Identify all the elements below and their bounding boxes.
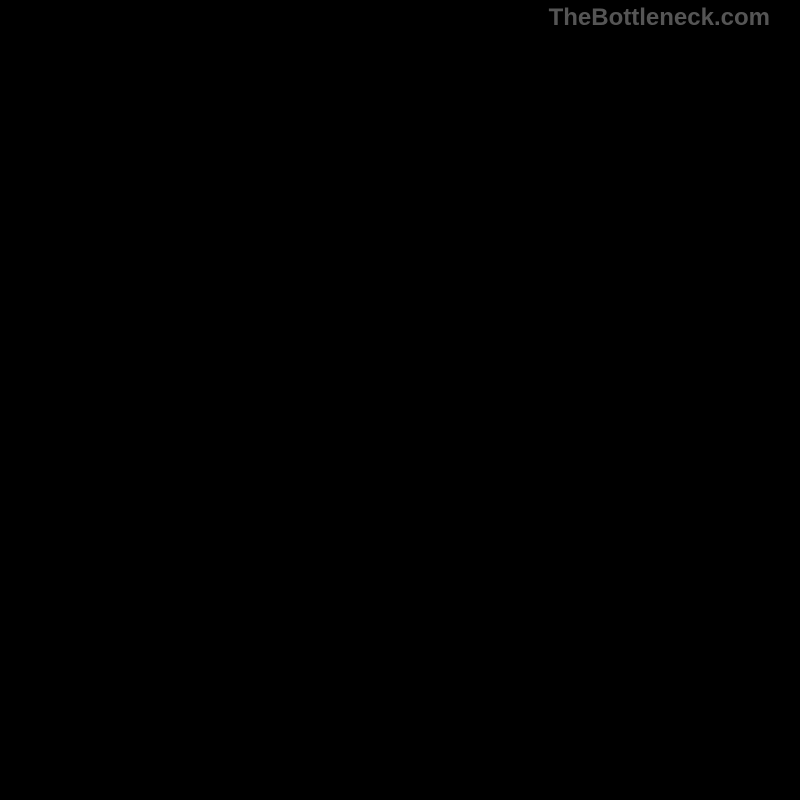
chart-container: TheBottleneck.com — [0, 0, 800, 800]
watermark-text: TheBottleneck.com — [549, 4, 770, 32]
bottleneck-heatmap — [32, 36, 768, 772]
